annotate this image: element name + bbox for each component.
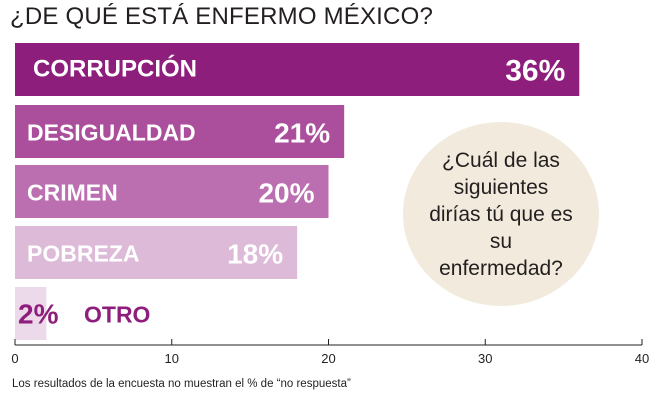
value-label-crimen: 20% [258, 178, 314, 209]
bar-pobreza [15, 226, 298, 279]
bar-crimen [15, 165, 329, 218]
bar-desigualdad [15, 105, 345, 158]
question-text: ¿Cuál de las siguientes dirías tú que es… [429, 148, 573, 280]
x-tick-label-40: 40 [635, 351, 649, 366]
chart-title: ¿DE QUÉ ESTÁ ENFERMO MÉXICO? [10, 3, 433, 30]
bars-layer: CORRUPCIÓN 36% DESIGUALDAD 21% CRIMEN 20% POBR… [15, 43, 580, 340]
bar-otro [15, 287, 47, 340]
category-label-otro: OTRO [84, 302, 150, 328]
footnote: Los resultados de la encuesta no muestra… [12, 378, 351, 390]
value-label-desigualdad: 21% [274, 118, 330, 149]
category-label-desigualdad: DESIGUALDAD [27, 120, 196, 146]
x-tick-label-0: 0 [11, 351, 18, 366]
x-tick-label-30: 30 [478, 351, 492, 366]
category-label-pobreza: POBREZA [27, 241, 139, 267]
bar-corrupcion [15, 43, 580, 96]
value-label-pobreza: 18% [227, 239, 283, 270]
x-axis: 0 10 20 30 40 [11, 339, 649, 366]
category-label-corrupcion: CORRUPCIÓN [33, 55, 197, 83]
value-label-otro: 2% [18, 299, 59, 330]
x-tick-label-10: 10 [165, 351, 179, 366]
value-label-corrupcion: 36% [505, 55, 565, 88]
question-callout: ¿Cuál de las siguientes dirías tú que es… [403, 122, 599, 306]
x-tick-label-20: 20 [321, 351, 335, 366]
category-label-crimen: CRIMEN [27, 180, 118, 206]
